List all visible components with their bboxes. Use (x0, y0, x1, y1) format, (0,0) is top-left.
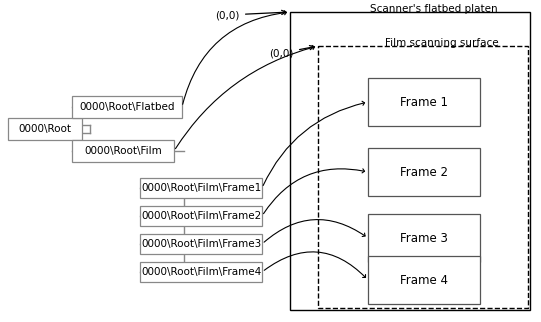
Bar (140, 178, 262, 198)
Text: Frame 1: Frame 1 (400, 96, 448, 109)
Text: 0000\Root: 0000\Root (18, 124, 71, 134)
Text: 0000\Root\Film\Frame3: 0000\Root\Film\Frame3 (141, 239, 261, 249)
Text: Scanner's flatbed platen: Scanner's flatbed platen (370, 4, 498, 14)
Text: 0000\Root\Film\Frame4: 0000\Root\Film\Frame4 (141, 267, 261, 277)
Text: Frame 3: Frame 3 (400, 232, 448, 244)
Bar (290, 12, 530, 310)
Bar (368, 256, 480, 304)
Bar (72, 96, 182, 118)
Bar (72, 140, 174, 162)
Text: 0000\Root\Film\Frame2: 0000\Root\Film\Frame2 (141, 211, 261, 221)
Text: Frame 2: Frame 2 (400, 166, 448, 178)
Text: Film scanning surface: Film scanning surface (385, 38, 499, 48)
Bar (368, 78, 480, 126)
Bar (8, 118, 82, 140)
Bar (140, 234, 262, 254)
Text: (0,0): (0,0) (216, 10, 286, 20)
Bar (368, 148, 480, 196)
Bar (318, 46, 528, 308)
Bar (368, 214, 480, 262)
Text: 0000\Root\Film\Frame1: 0000\Root\Film\Frame1 (141, 183, 261, 193)
Text: Frame 4: Frame 4 (400, 273, 448, 287)
Bar (140, 262, 262, 282)
Text: (0,0): (0,0) (269, 45, 314, 58)
Text: 0000\Root\Film: 0000\Root\Film (84, 146, 162, 156)
Text: 0000\Root\Flatbed: 0000\Root\Flatbed (79, 102, 175, 112)
Bar (140, 206, 262, 226)
